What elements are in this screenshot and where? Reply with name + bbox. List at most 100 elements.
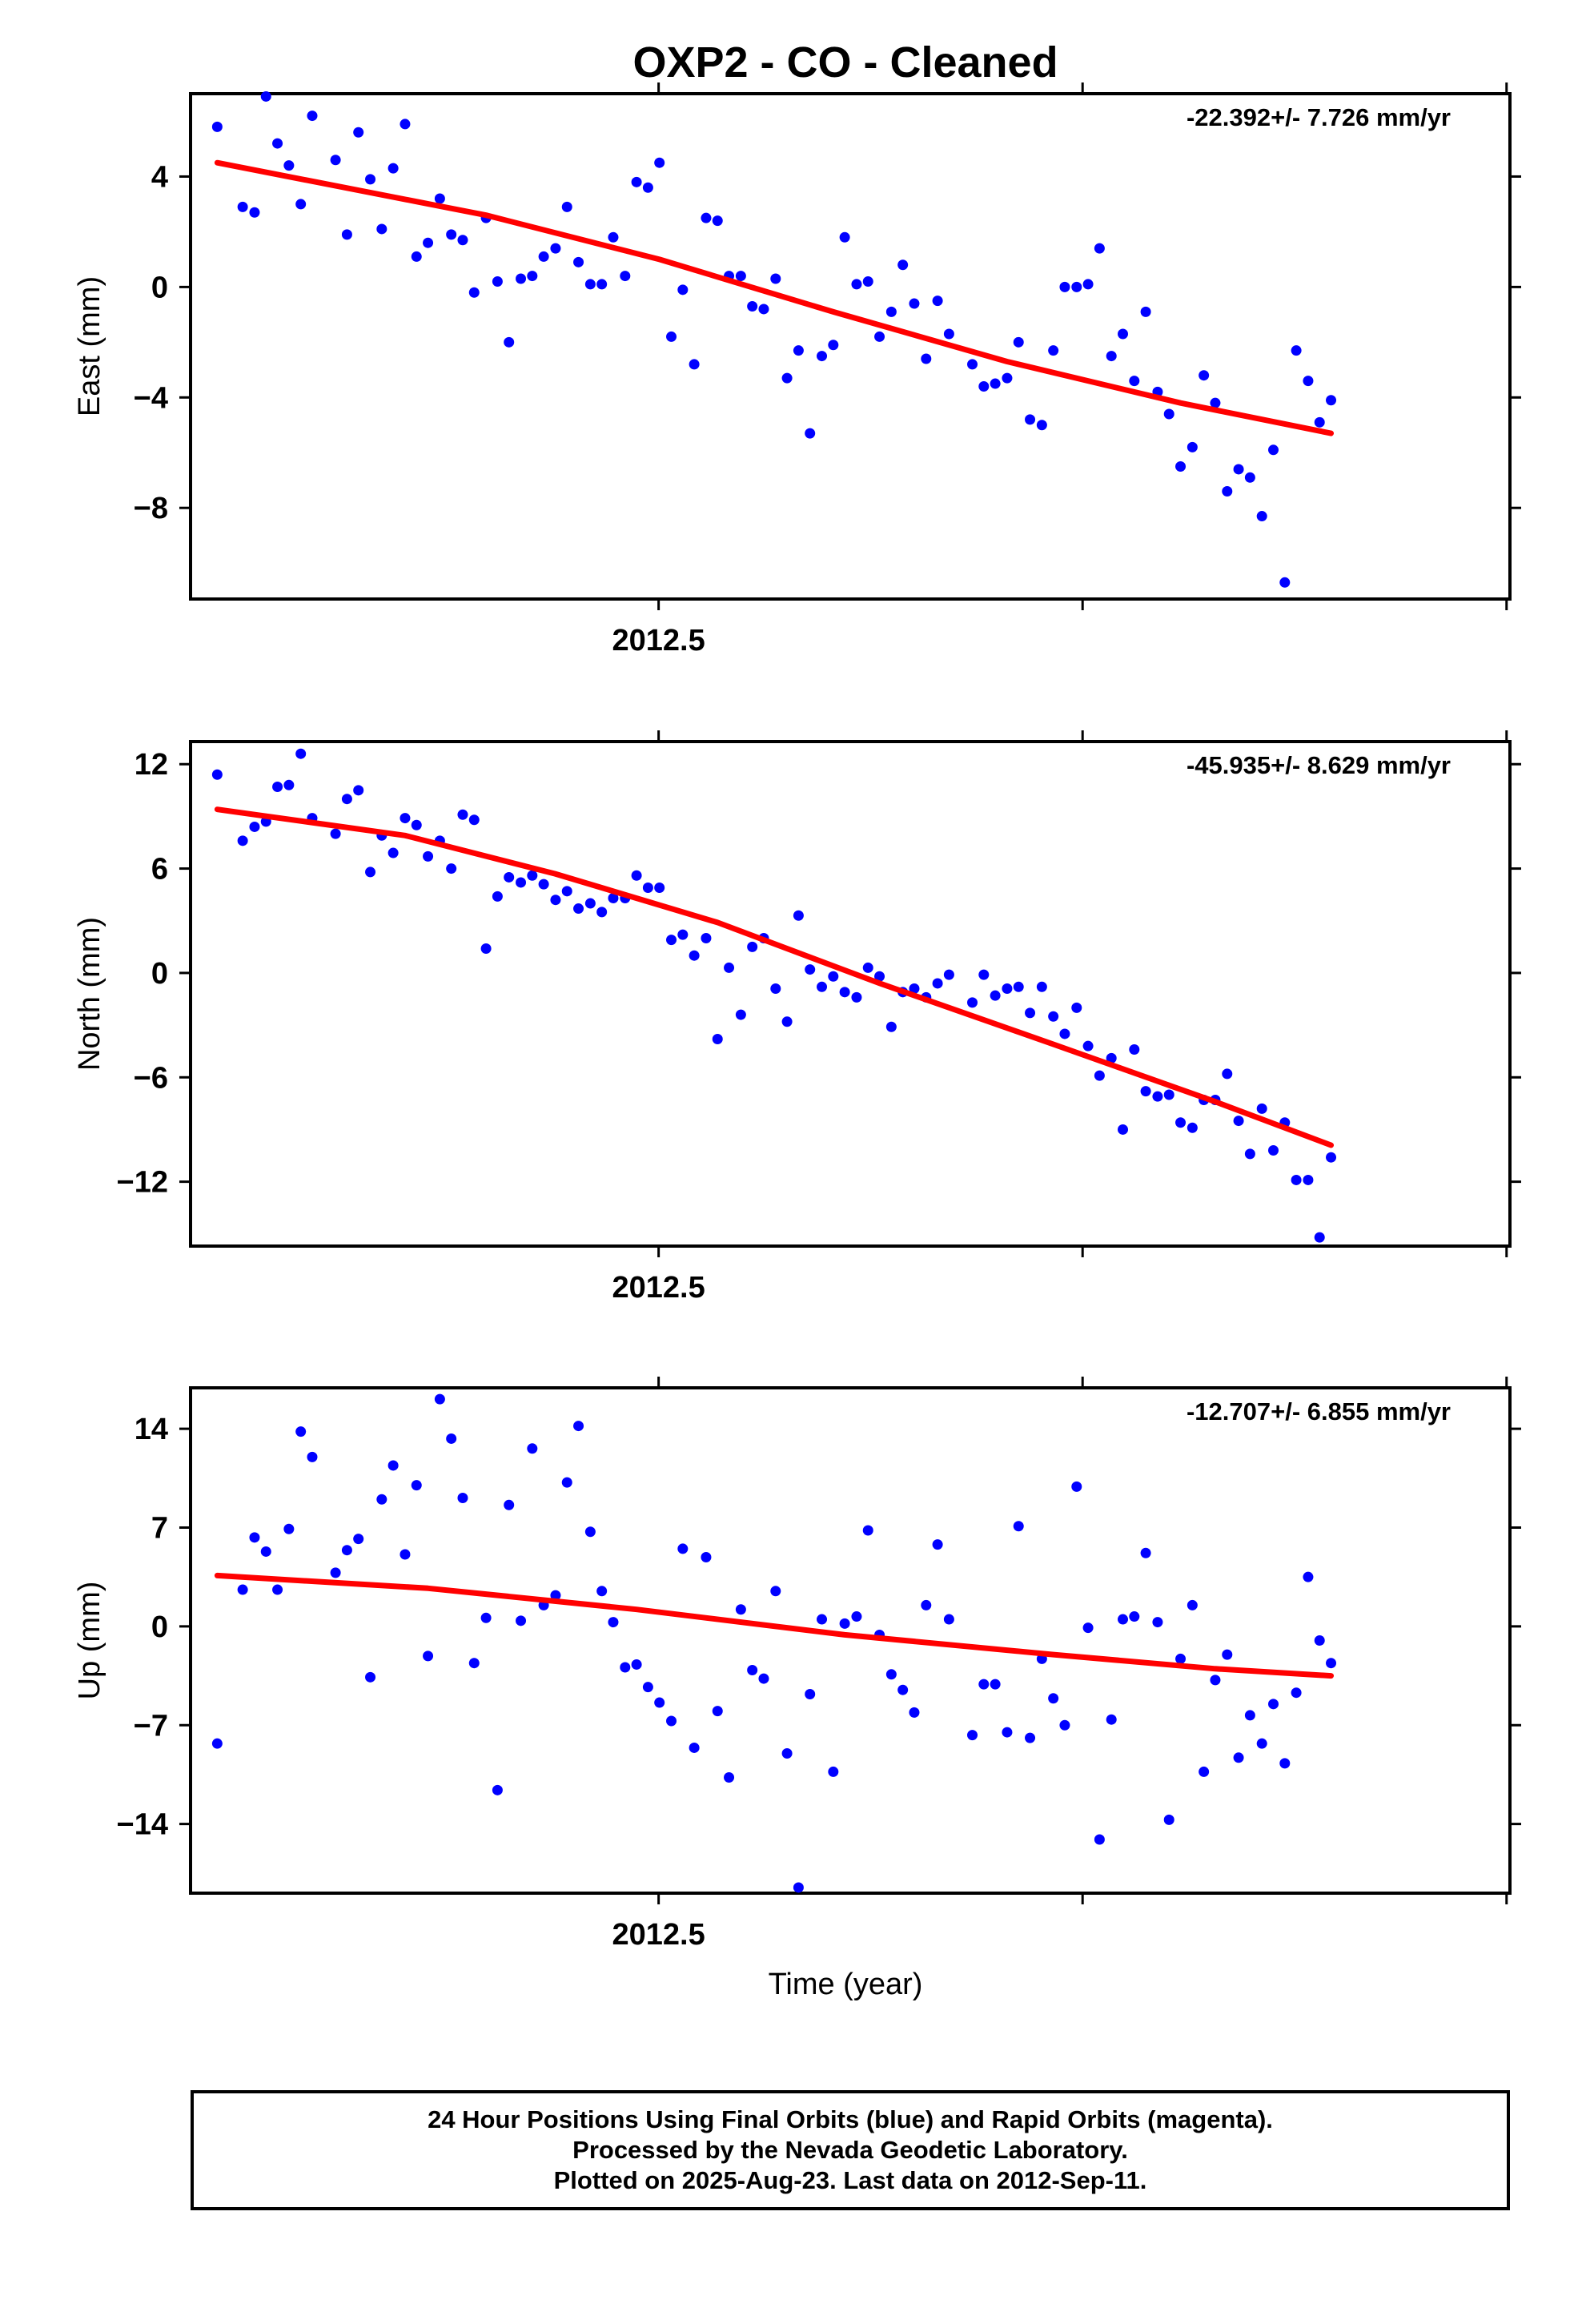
data-point bbox=[793, 910, 804, 921]
data-point bbox=[747, 1665, 758, 1676]
data-point bbox=[353, 785, 364, 796]
data-point bbox=[1175, 1117, 1186, 1128]
data-point bbox=[990, 1679, 1001, 1690]
data-point bbox=[608, 231, 619, 243]
data-point bbox=[1233, 464, 1244, 475]
data-point bbox=[1013, 336, 1024, 348]
data-point bbox=[620, 1662, 631, 1673]
data-point bbox=[817, 1614, 828, 1625]
figure-title: OXP2 - CO - Cleaned bbox=[632, 38, 1058, 86]
data-point bbox=[943, 1614, 954, 1625]
data-point bbox=[353, 1534, 364, 1545]
data-point bbox=[492, 1784, 503, 1795]
data-point bbox=[1106, 351, 1117, 362]
y-tick-label: −6 bbox=[134, 1061, 168, 1095]
data-point bbox=[387, 163, 399, 174]
data-point bbox=[400, 119, 411, 130]
data-point bbox=[492, 275, 503, 287]
data-point bbox=[516, 273, 527, 284]
data-point bbox=[468, 814, 480, 826]
data-point bbox=[839, 987, 850, 998]
data-point bbox=[770, 1586, 781, 1597]
data-point bbox=[468, 287, 480, 298]
data-point bbox=[283, 779, 295, 790]
data-point bbox=[561, 201, 572, 212]
data-point bbox=[457, 235, 468, 246]
data-point bbox=[990, 378, 1001, 389]
data-point bbox=[1314, 1635, 1325, 1646]
data-point bbox=[712, 1033, 723, 1044]
footer-line-2: Processed by the Nevada Geodetic Laborat… bbox=[572, 2136, 1128, 2164]
data-point bbox=[1025, 414, 1036, 425]
data-point bbox=[805, 1688, 816, 1699]
data-point bbox=[1256, 1738, 1267, 1749]
data-point bbox=[1222, 1068, 1233, 1080]
data-point bbox=[805, 428, 816, 439]
data-point bbox=[793, 345, 804, 356]
data-point bbox=[839, 1618, 850, 1629]
data-point bbox=[516, 1615, 527, 1626]
data-point bbox=[1013, 1521, 1024, 1532]
data-point bbox=[689, 359, 700, 370]
data-point bbox=[666, 935, 677, 946]
data-point bbox=[712, 215, 723, 227]
data-point bbox=[885, 306, 897, 317]
data-point bbox=[1291, 1174, 1302, 1185]
data-point bbox=[851, 1611, 862, 1622]
data-point bbox=[237, 835, 248, 846]
data-point bbox=[211, 121, 223, 132]
data-point bbox=[735, 1604, 746, 1615]
data-point bbox=[654, 157, 665, 168]
data-point bbox=[897, 259, 909, 271]
data-point bbox=[584, 279, 596, 290]
data-point bbox=[1094, 1070, 1105, 1081]
data-point bbox=[237, 1584, 248, 1595]
data-point bbox=[735, 271, 746, 282]
data-point bbox=[1071, 281, 1082, 292]
plot-frame bbox=[189, 92, 1512, 601]
data-point bbox=[411, 1480, 422, 1491]
data-point bbox=[967, 359, 978, 370]
data-point bbox=[400, 813, 411, 824]
data-point bbox=[967, 1730, 978, 1741]
data-point bbox=[1268, 1699, 1279, 1710]
data-point bbox=[1175, 1653, 1186, 1664]
data-point bbox=[701, 212, 712, 223]
data-point bbox=[538, 879, 549, 890]
data-point bbox=[1244, 472, 1255, 483]
data-point bbox=[1152, 1091, 1163, 1102]
y-tick-label: 12 bbox=[135, 748, 168, 782]
data-point bbox=[1279, 577, 1291, 588]
data-point bbox=[654, 882, 665, 893]
plot-frame bbox=[189, 740, 1512, 1248]
data-point bbox=[817, 351, 828, 362]
data-point bbox=[1244, 1710, 1255, 1721]
data-point bbox=[584, 898, 596, 909]
data-point bbox=[211, 1738, 223, 1749]
data-point bbox=[1210, 397, 1221, 408]
data-point bbox=[1244, 1148, 1255, 1160]
rate-label: -12.707+/- 6.855 mm/yr bbox=[1186, 1397, 1451, 1425]
data-point bbox=[341, 229, 352, 240]
data-point bbox=[1048, 345, 1059, 356]
data-point bbox=[1140, 1547, 1151, 1558]
data-point bbox=[411, 819, 422, 830]
data-point bbox=[596, 907, 608, 918]
rate-label: -22.392+/- 7.726 mm/yr bbox=[1186, 103, 1451, 131]
data-point bbox=[365, 174, 376, 185]
data-point bbox=[1233, 1752, 1244, 1763]
data-point bbox=[400, 1549, 411, 1560]
data-point bbox=[862, 275, 873, 287]
x-axis-label: Time (year) bbox=[769, 1968, 923, 2001]
data-point bbox=[735, 1009, 746, 1020]
data-point bbox=[1314, 416, 1325, 428]
data-point bbox=[885, 1669, 897, 1680]
data-point bbox=[573, 1421, 584, 1432]
data-point bbox=[817, 981, 828, 992]
data-point bbox=[295, 748, 307, 759]
data-point bbox=[1256, 1103, 1267, 1114]
data-point bbox=[978, 380, 990, 392]
data-point bbox=[631, 870, 642, 881]
plot-frame bbox=[189, 1386, 1512, 1895]
data-point bbox=[851, 279, 862, 290]
